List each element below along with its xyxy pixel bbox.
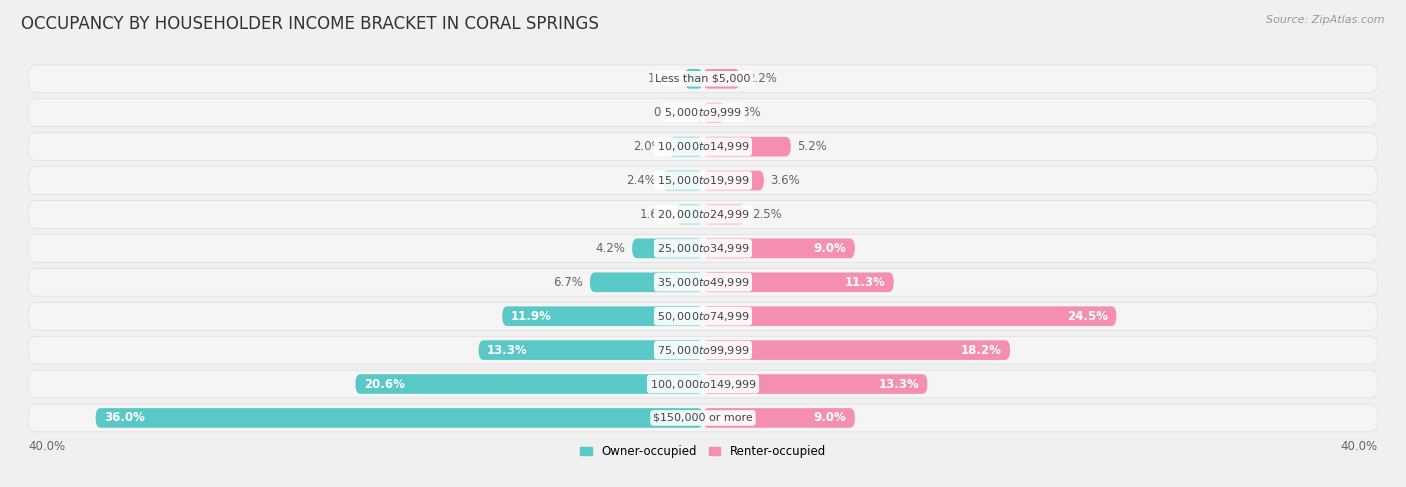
Text: 24.5%: 24.5% bbox=[1067, 310, 1108, 323]
Text: $75,000 to $99,999: $75,000 to $99,999 bbox=[657, 344, 749, 356]
Text: 1.6%: 1.6% bbox=[640, 208, 669, 221]
Text: OCCUPANCY BY HOUSEHOLDER INCOME BRACKET IN CORAL SPRINGS: OCCUPANCY BY HOUSEHOLDER INCOME BRACKET … bbox=[21, 15, 599, 33]
Text: $100,000 to $149,999: $100,000 to $149,999 bbox=[650, 377, 756, 391]
Text: $10,000 to $14,999: $10,000 to $14,999 bbox=[657, 140, 749, 153]
Text: $25,000 to $34,999: $25,000 to $34,999 bbox=[657, 242, 749, 255]
Text: 36.0%: 36.0% bbox=[104, 412, 145, 425]
FancyBboxPatch shape bbox=[703, 239, 855, 258]
FancyBboxPatch shape bbox=[28, 234, 1378, 262]
Text: 1.1%: 1.1% bbox=[648, 72, 678, 85]
FancyBboxPatch shape bbox=[28, 99, 1378, 127]
FancyBboxPatch shape bbox=[28, 302, 1378, 330]
Text: 40.0%: 40.0% bbox=[28, 440, 65, 453]
Text: 18.2%: 18.2% bbox=[960, 344, 1001, 356]
FancyBboxPatch shape bbox=[703, 306, 1116, 326]
Text: 9.0%: 9.0% bbox=[814, 412, 846, 425]
Text: Less than $5,000: Less than $5,000 bbox=[655, 74, 751, 84]
FancyBboxPatch shape bbox=[703, 69, 740, 89]
Text: $50,000 to $74,999: $50,000 to $74,999 bbox=[657, 310, 749, 323]
FancyBboxPatch shape bbox=[703, 340, 1010, 360]
Text: 13.3%: 13.3% bbox=[879, 377, 920, 391]
FancyBboxPatch shape bbox=[28, 268, 1378, 296]
Text: 40.0%: 40.0% bbox=[1341, 440, 1378, 453]
Text: 13.3%: 13.3% bbox=[486, 344, 527, 356]
Text: $150,000 or more: $150,000 or more bbox=[654, 413, 752, 423]
Legend: Owner-occupied, Renter-occupied: Owner-occupied, Renter-occupied bbox=[575, 440, 831, 463]
FancyBboxPatch shape bbox=[685, 69, 703, 89]
FancyBboxPatch shape bbox=[502, 306, 703, 326]
FancyBboxPatch shape bbox=[662, 171, 703, 190]
FancyBboxPatch shape bbox=[478, 340, 703, 360]
FancyBboxPatch shape bbox=[703, 374, 928, 394]
Text: 2.2%: 2.2% bbox=[747, 72, 776, 85]
FancyBboxPatch shape bbox=[633, 239, 703, 258]
FancyBboxPatch shape bbox=[669, 137, 703, 156]
FancyBboxPatch shape bbox=[697, 103, 703, 123]
Text: 11.3%: 11.3% bbox=[845, 276, 886, 289]
FancyBboxPatch shape bbox=[676, 205, 703, 225]
Text: 2.0%: 2.0% bbox=[633, 140, 662, 153]
FancyBboxPatch shape bbox=[591, 272, 703, 292]
FancyBboxPatch shape bbox=[703, 272, 894, 292]
Text: 5.2%: 5.2% bbox=[797, 140, 827, 153]
FancyBboxPatch shape bbox=[703, 205, 745, 225]
FancyBboxPatch shape bbox=[28, 404, 1378, 432]
FancyBboxPatch shape bbox=[703, 408, 855, 428]
Text: 2.4%: 2.4% bbox=[626, 174, 655, 187]
FancyBboxPatch shape bbox=[28, 336, 1378, 364]
FancyBboxPatch shape bbox=[703, 103, 725, 123]
FancyBboxPatch shape bbox=[28, 201, 1378, 228]
Text: $35,000 to $49,999: $35,000 to $49,999 bbox=[657, 276, 749, 289]
Text: $5,000 to $9,999: $5,000 to $9,999 bbox=[664, 106, 742, 119]
FancyBboxPatch shape bbox=[356, 374, 703, 394]
FancyBboxPatch shape bbox=[28, 167, 1378, 194]
FancyBboxPatch shape bbox=[28, 65, 1378, 93]
Text: $15,000 to $19,999: $15,000 to $19,999 bbox=[657, 174, 749, 187]
FancyBboxPatch shape bbox=[28, 133, 1378, 161]
Text: 9.0%: 9.0% bbox=[814, 242, 846, 255]
Text: 0.36%: 0.36% bbox=[652, 106, 690, 119]
FancyBboxPatch shape bbox=[703, 137, 790, 156]
Text: 20.6%: 20.6% bbox=[364, 377, 405, 391]
FancyBboxPatch shape bbox=[703, 171, 763, 190]
FancyBboxPatch shape bbox=[96, 408, 703, 428]
Text: 1.3%: 1.3% bbox=[731, 106, 762, 119]
Text: $20,000 to $24,999: $20,000 to $24,999 bbox=[657, 208, 749, 221]
Text: 11.9%: 11.9% bbox=[510, 310, 551, 323]
Text: 4.2%: 4.2% bbox=[596, 242, 626, 255]
FancyBboxPatch shape bbox=[28, 370, 1378, 398]
Text: 3.6%: 3.6% bbox=[770, 174, 800, 187]
Text: 6.7%: 6.7% bbox=[554, 276, 583, 289]
Text: 2.5%: 2.5% bbox=[752, 208, 782, 221]
Text: Source: ZipAtlas.com: Source: ZipAtlas.com bbox=[1267, 15, 1385, 25]
